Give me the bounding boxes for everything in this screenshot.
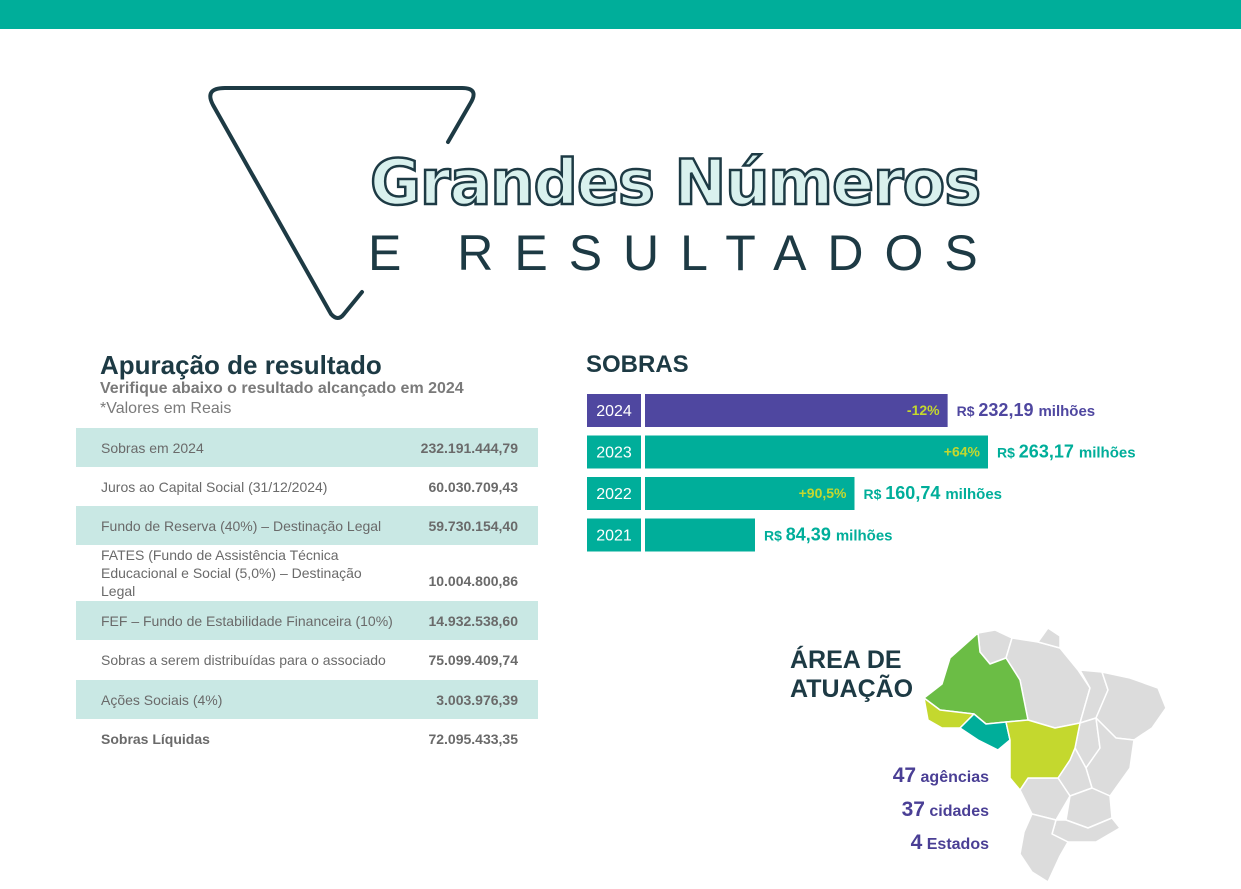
year-label: 2022 — [596, 486, 632, 503]
table-row: Juros ao Capital Social (31/12/2024) 60.… — [76, 467, 538, 506]
result-title: Apuração de resultado — [100, 350, 382, 380]
page-title: Grandes Números — [369, 145, 983, 221]
row-value: 14.932.538,60 — [428, 612, 518, 629]
map-state-amapa — [1037, 628, 1061, 649]
value-label: R$ 263,17 milhões — [997, 442, 1136, 462]
row-label: Ações Sociais (4%) — [101, 691, 223, 708]
table-row: Sobras a serem distribuídas para o assoc… — [76, 640, 538, 680]
page-subtitle: E RESULTADOS — [368, 225, 999, 281]
map-state-northeast — [1095, 671, 1167, 741]
stat-number: 47 — [892, 764, 917, 787]
area-title-line1: ÁREA DE — [790, 646, 902, 674]
stat-word: Estados — [926, 836, 989, 853]
row-value: 59.730.154,40 — [428, 517, 518, 534]
year-box — [587, 394, 641, 427]
row-value: 232.191.444,79 — [420, 439, 518, 456]
row-value: 10.004.800,86 — [428, 573, 518, 589]
row-label: FEF – Fundo de Estabilidade Financeira (… — [101, 612, 393, 629]
row-value: 3.003.976,39 — [436, 691, 518, 708]
table-row-total: Sobras Líquidas 72.095.433,35 — [76, 719, 538, 759]
value-label: R$ 84,39 milhões — [764, 525, 893, 545]
year-label: 2024 — [596, 403, 632, 420]
map-state-mato-grosso — [1005, 719, 1081, 791]
change-label: +64% — [944, 444, 981, 460]
year-box — [587, 477, 641, 510]
stat-word: agências — [920, 769, 989, 786]
map-state-mato-grosso-sul — [1019, 777, 1071, 821]
year-label: 2023 — [596, 445, 632, 462]
year-label: 2021 — [596, 528, 632, 545]
area-title-line2: ATUAÇÃO — [790, 675, 914, 703]
year-box — [587, 518, 641, 552]
stat-number: 4 — [910, 831, 923, 854]
area-title: ÁREA DE ATUAÇÃO — [790, 646, 913, 704]
row-label: Sobras a serem distribuídas para o assoc… — [101, 652, 386, 668]
table-row: FEF – Fundo de Estabilidade Financeira (… — [76, 601, 538, 640]
change-label: -12% — [907, 402, 940, 418]
result-note: *Valores em Reais — [100, 400, 232, 417]
stat-word: cidades — [929, 803, 989, 820]
row-value: 75.099.409,74 — [428, 652, 518, 668]
bar — [645, 477, 855, 510]
chart-title: SOBRAS — [586, 351, 689, 378]
change-label: +90,5% — [799, 485, 847, 501]
table-row: FATES (Fundo de Assistência Técnica Educ… — [76, 545, 538, 601]
map-state-south — [1019, 813, 1069, 883]
row-label: Fundo de Reserva (40%) – Destinação Lega… — [101, 517, 382, 534]
row-label: Sobras Líquidas — [101, 731, 210, 747]
bar — [645, 518, 755, 552]
bar — [645, 435, 988, 469]
table-row: Ações Sociais (4%) 3.003.976,39 — [76, 680, 538, 719]
value-label: R$ 232,19 milhões — [957, 400, 1096, 420]
value-label: R$ 160,74 milhões — [863, 483, 1002, 503]
row-label: FATES (Fundo de Assistência Técnica Educ… — [101, 547, 362, 599]
stat-cidades: 37 cidades — [902, 798, 989, 822]
bar — [645, 394, 948, 427]
row-label: Juros ao Capital Social (31/12/2024) — [101, 478, 328, 495]
stat-agencias: 47 agências — [893, 764, 989, 788]
row-label: Sobras em 2024 — [101, 439, 204, 456]
map-state-rondonia — [959, 713, 1011, 751]
row-value: 60.030.709,43 — [428, 478, 518, 495]
result-table: Sobras em 2024 232.191.444,79 Juros ao C… — [76, 428, 538, 759]
stat-number: 37 — [901, 798, 925, 821]
row-value: 72.095.433,35 — [428, 731, 518, 747]
stat-estados: 4 Estados — [911, 831, 989, 855]
table-row: Sobras em 2024 232.191.444,79 — [76, 428, 538, 467]
table-row: Fundo de Reserva (40%) – Destinação Lega… — [76, 506, 538, 545]
top-accent-bar — [0, 0, 1241, 29]
result-subtitle: Verifique abaixo o resultado alcançado e… — [100, 380, 464, 397]
brazil-map-icon — [923, 628, 1167, 883]
year-box — [587, 435, 641, 469]
